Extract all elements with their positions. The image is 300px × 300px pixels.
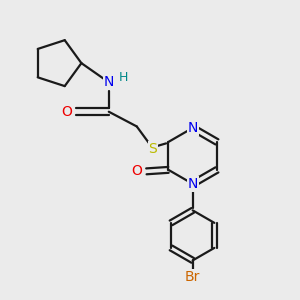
Text: O: O (131, 164, 142, 178)
Text: S: S (148, 142, 157, 155)
Text: O: O (61, 105, 72, 119)
Text: Br: Br (185, 270, 200, 283)
Text: N: N (103, 75, 114, 89)
Text: H: H (119, 71, 128, 84)
Text: N: N (188, 121, 198, 135)
Text: N: N (188, 177, 198, 191)
